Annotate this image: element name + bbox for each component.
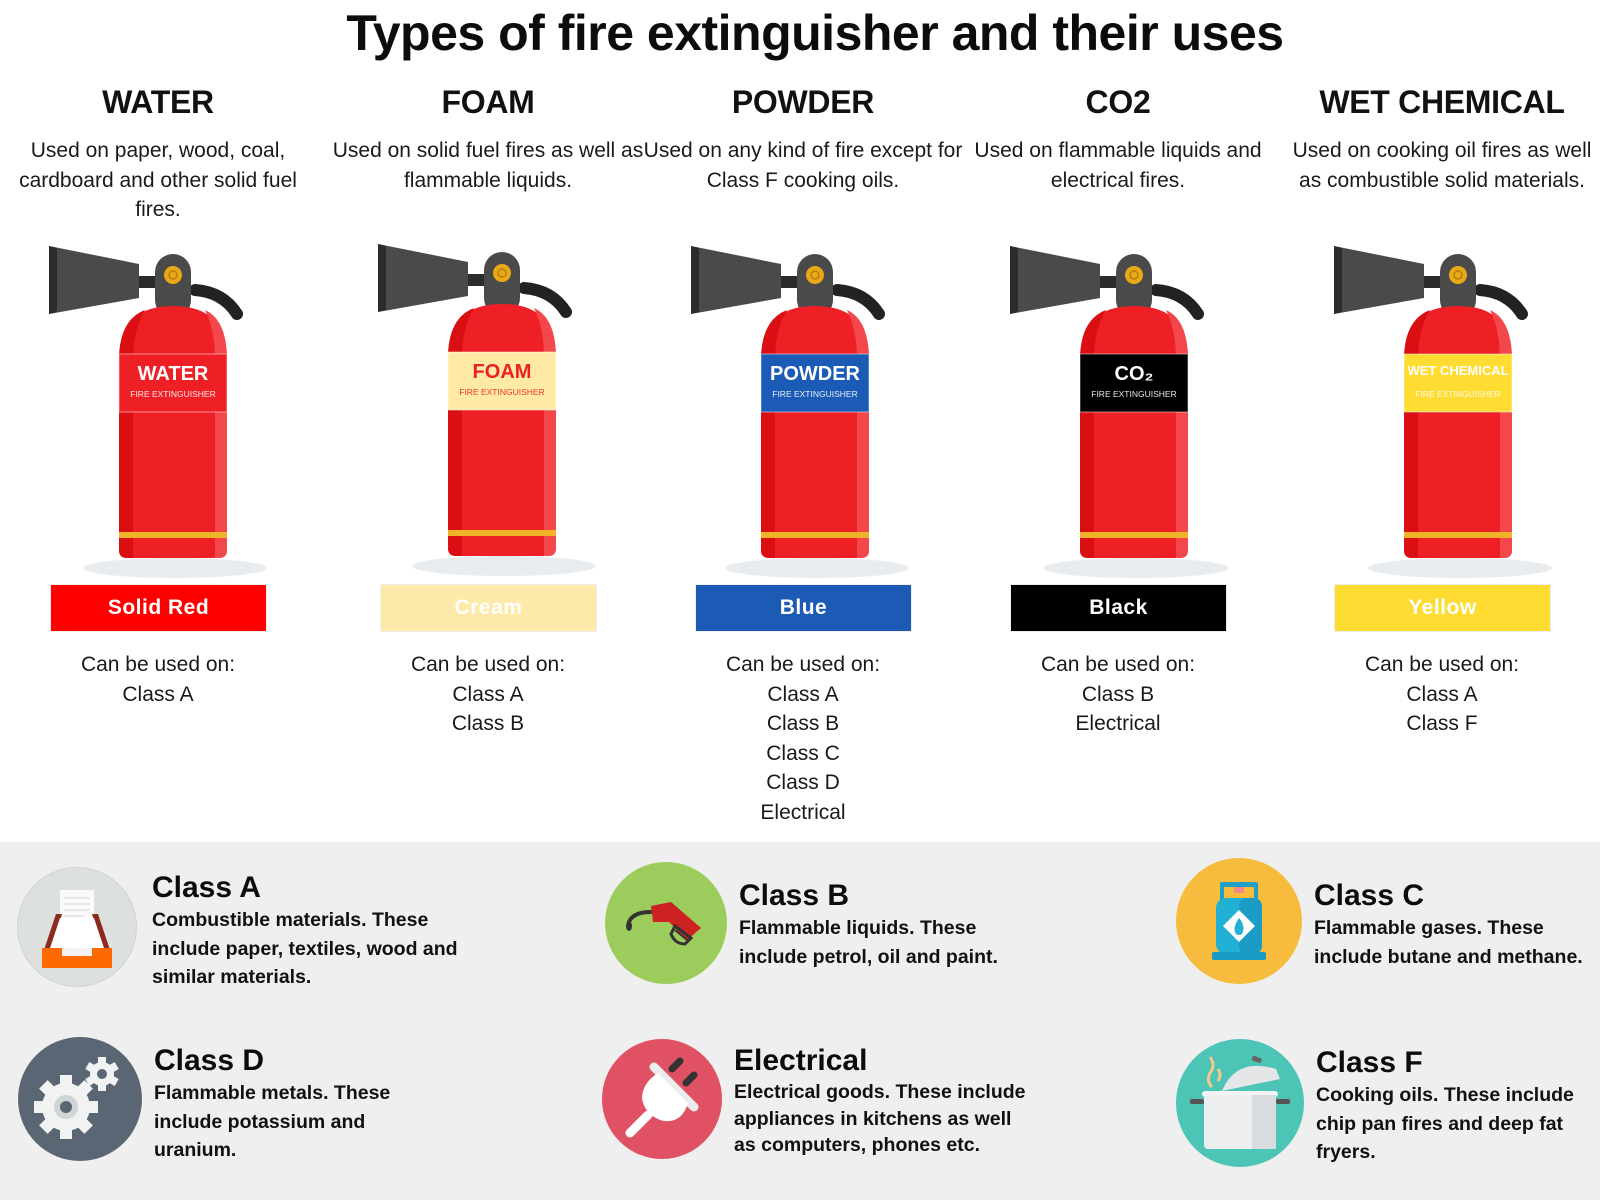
class-description: Electrical goods. These include applianc…: [734, 1081, 1026, 1156]
column-co2: CO2 Used on flammable liquids and electr…: [958, 80, 1278, 232]
uses-foam: Can be used on: Class A Class B: [328, 650, 648, 739]
uses-item: Class A: [767, 682, 839, 706]
class-name: Class C: [1314, 879, 1425, 912]
svg-text:FIRE EXTINGUISHER: FIRE EXTINGUISHER: [1091, 389, 1176, 399]
uses-item: Class A: [452, 682, 524, 706]
wet-chemical-extinguisher-illustration: WET CHEMICAL FIRE EXTINGUISHER: [1330, 240, 1570, 580]
gas-cylinder-icon: [1176, 858, 1302, 984]
uses-heading: Can be used on:: [725, 653, 881, 676]
extinguisher-name: WET CHEMICAL: [1319, 84, 1565, 120]
column-powder: POWDER Used on any kind of fire except f…: [643, 80, 963, 232]
extinguisher-description: Used on solid fuel fires as well as flam…: [332, 139, 644, 192]
plug-icon: [602, 1039, 722, 1159]
svg-text:WATER: WATER: [138, 363, 209, 385]
class-description: Cooking oils. These include chip pan fir…: [1316, 1084, 1574, 1163]
class-name: Class D: [154, 1044, 265, 1077]
powder-extinguisher-illustration: POWDER FIRE EXTINGUISHER: [687, 240, 927, 580]
extinguisher-name: CO2: [1085, 84, 1151, 120]
gears-icon: [18, 1037, 142, 1161]
uses-wet-chemical: Can be used on: Class A Class F: [1282, 650, 1600, 739]
column-water: WATER Used on paper, wood, coal, cardboa…: [0, 80, 318, 232]
class-description: Flammable gases. These include butane an…: [1314, 917, 1583, 968]
uses-item: Class A: [122, 682, 194, 706]
class-description: Flammable metals. These include potassiu…: [154, 1082, 391, 1161]
extinguisher-svg: POWDER FIRE EXTINGUISHER: [691, 246, 909, 578]
extinguisher-description: Used on cooking oil fires as well as com…: [1292, 139, 1592, 192]
co2-extinguisher-illustration: CO₂ FIRE EXTINGUISHER: [1006, 240, 1246, 580]
color-swatch-wet-chemical: Yellow: [1335, 585, 1550, 631]
extinguisher-description: Used on flammable liquids and electrical…: [974, 139, 1262, 192]
fuel-nozzle-icon: [605, 862, 727, 984]
uses-item: Class A: [1406, 682, 1478, 706]
uses-item: Class F: [1406, 712, 1478, 735]
cooking-pot-icon: [1176, 1039, 1304, 1167]
uses-item: Electrical: [760, 800, 846, 824]
uses-item: Class B: [451, 712, 525, 735]
class-name: Electrical: [734, 1044, 868, 1077]
class-name: Class B: [739, 879, 850, 912]
extinguisher-name: FOAM: [441, 84, 535, 120]
color-swatch-co2: Black: [1011, 585, 1226, 631]
column-foam: FOAM Used on solid fuel fires as well as…: [328, 80, 648, 232]
class-description: Flammable liquids. These include petrol,…: [739, 917, 998, 968]
water-extinguisher-illustration: WATER FIRE EXTINGUISHER: [45, 240, 285, 580]
svg-text:FIRE EXTINGUISHER: FIRE EXTINGUISHER: [130, 389, 215, 399]
page-title: Types of fire extinguisher and their use…: [346, 5, 1284, 61]
color-swatch-water: Solid Red: [51, 585, 266, 631]
svg-text:FIRE EXTINGUISHER: FIRE EXTINGUISHER: [459, 387, 544, 397]
svg-text:CO₂: CO₂: [1115, 363, 1154, 385]
uses-item: Class D: [766, 771, 840, 794]
uses-heading: Can be used on:: [1040, 653, 1196, 676]
class-name: Class A: [152, 871, 261, 904]
uses-item: Class C: [766, 741, 840, 765]
uses-item: Electrical: [1075, 712, 1161, 735]
uses-water: Can be used on: Class A: [0, 650, 318, 709]
extinguisher-svg: CO₂ FIRE EXTINGUISHER: [1010, 246, 1228, 578]
extinguisher-name: WATER: [102, 84, 214, 120]
extinguisher-svg: WATER FIRE EXTINGUISHER: [49, 246, 267, 578]
uses-item: Class B: [1081, 682, 1155, 706]
svg-text:FIRE EXTINGUISHER: FIRE EXTINGUISHER: [772, 389, 857, 399]
svg-text:FOAM: FOAM: [473, 361, 532, 383]
extinguisher-name: POWDER: [731, 84, 875, 120]
color-swatch-powder: Blue: [696, 585, 911, 631]
foam-extinguisher-illustration: FOAM FIRE EXTINGUISHER: [374, 238, 614, 578]
svg-text:WET CHEMICAL: WET CHEMICAL: [1407, 363, 1508, 378]
paper-tray-icon: [18, 868, 136, 986]
uses-item: Class B: [766, 712, 840, 735]
extinguisher-svg: WET CHEMICAL FIRE EXTINGUISHER: [1334, 246, 1552, 578]
class-name: Class F: [1316, 1046, 1423, 1079]
column-wet-chemical: WET CHEMICAL Used on cooking oil fires a…: [1282, 80, 1600, 232]
uses-heading: Can be used on:: [80, 653, 236, 676]
uses-heading: Can be used on:: [410, 653, 566, 676]
fire-classes-legend: [0, 842, 1600, 1200]
uses-powder: Can be used on: Class A Class B Class C …: [643, 650, 963, 827]
extinguisher-description: Used on paper, wood, coal, cardboard and…: [19, 139, 297, 221]
svg-text:FIRE EXTINGUISHER: FIRE EXTINGUISHER: [1415, 389, 1500, 399]
extinguisher-svg: FOAM FIRE EXTINGUISHER: [378, 244, 596, 576]
extinguisher-description: Used on any kind of fire except for Clas…: [643, 139, 963, 192]
class-description: Combustible materials. These include pap…: [152, 909, 458, 988]
svg-text:POWDER: POWDER: [770, 363, 861, 385]
color-swatch-foam: Cream: [381, 585, 596, 631]
uses-heading: Can be used on:: [1364, 653, 1520, 676]
uses-co2: Can be used on: Class B Electrical: [958, 650, 1278, 739]
